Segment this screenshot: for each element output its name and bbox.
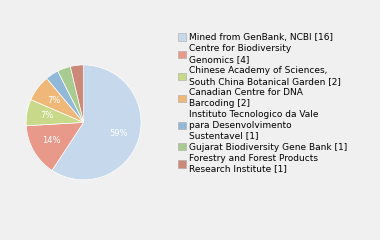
Wedge shape <box>52 65 141 180</box>
Text: 14%: 14% <box>42 136 61 145</box>
Wedge shape <box>70 65 84 122</box>
Wedge shape <box>31 78 84 122</box>
Text: 7%: 7% <box>40 111 54 120</box>
Wedge shape <box>26 122 84 170</box>
Text: 59%: 59% <box>110 128 128 138</box>
Wedge shape <box>58 66 84 122</box>
Wedge shape <box>26 100 84 126</box>
Wedge shape <box>47 71 84 122</box>
Legend: Mined from GenBank, NCBI [16], Centre for Biodiversity
Genomics [4], Chinese Aca: Mined from GenBank, NCBI [16], Centre fo… <box>176 31 350 175</box>
Text: 7%: 7% <box>47 96 60 105</box>
